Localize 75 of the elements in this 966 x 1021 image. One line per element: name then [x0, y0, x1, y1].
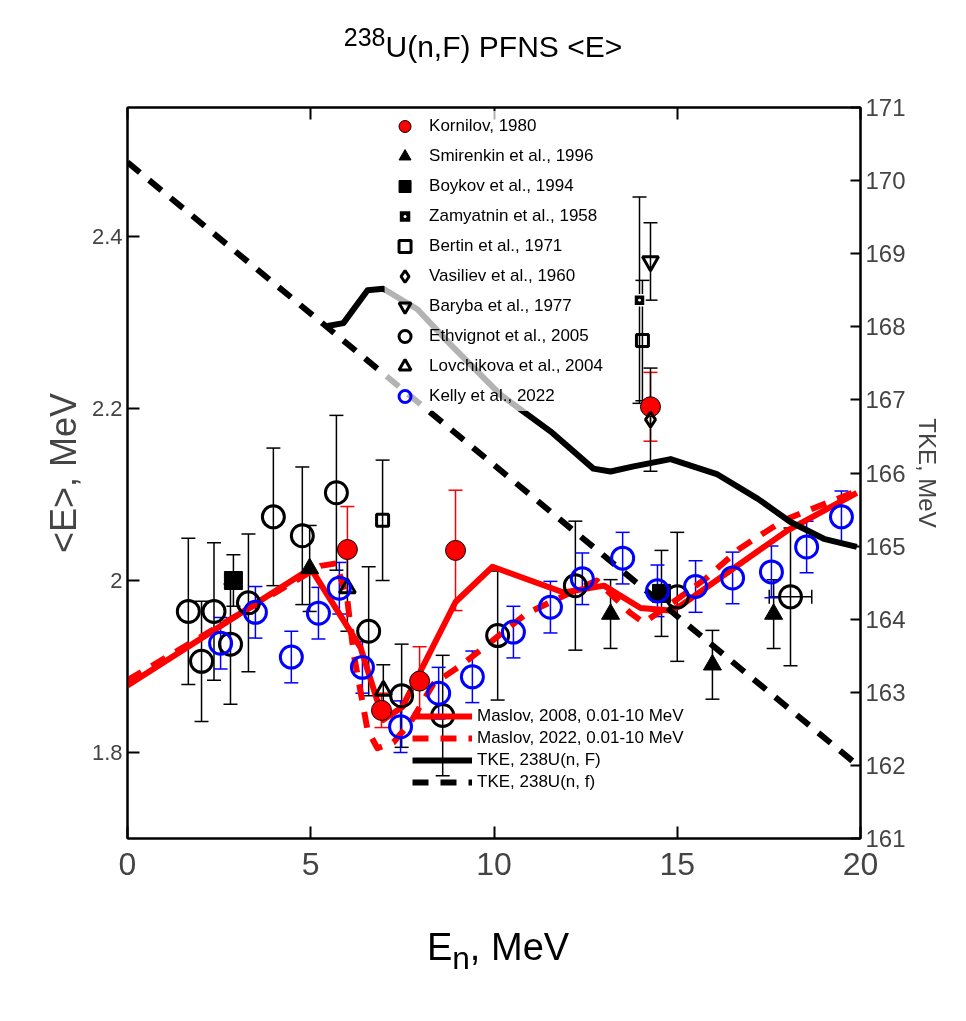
y-tick-label: 1.8	[91, 740, 123, 765]
y2-tick-label: 165	[865, 532, 906, 560]
point	[305, 600, 331, 626]
y2-tick-label: 169	[865, 240, 906, 268]
y2-tick-label: 161	[865, 825, 906, 852]
point	[189, 648, 215, 674]
x-tick-label: 15	[659, 845, 696, 882]
point	[260, 504, 286, 530]
legend-label: Kornilov, 1980	[429, 115, 537, 137]
legend-label: Zamyatnin et al., 1958	[429, 205, 598, 227]
y2-tick-label: 168	[865, 313, 906, 341]
point	[388, 714, 414, 740]
y2-tick-label: 167	[865, 386, 906, 414]
point	[778, 584, 803, 610]
y-tick-label: 2.4	[91, 224, 123, 249]
point	[758, 559, 784, 585]
point	[683, 574, 709, 599]
x-axis-title: E$_{n}$, MeV	[425, 925, 571, 978]
legend-label: Baryba et al., 1977	[429, 295, 572, 317]
point	[828, 504, 854, 530]
y2-tick-label: 162	[865, 751, 906, 779]
legend-label: Maslov, 2008, 0.01-10 MeV	[477, 705, 684, 727]
point	[459, 664, 485, 690]
point	[389, 683, 415, 709]
legend-label: Maslov, 2022, 0.01-10 MeV	[477, 727, 684, 749]
point	[349, 654, 375, 680]
point	[201, 598, 227, 624]
y-axis-title: <E>, MeV	[42, 392, 84, 554]
y2-tick-label: 170	[865, 167, 906, 195]
legend-label: Lovchikova et al., 2004	[429, 355, 603, 377]
point	[633, 293, 646, 307]
point	[175, 598, 201, 624]
x-tick-label: 0	[118, 845, 137, 882]
legend-label: TKE, 238U(n, F)	[477, 749, 601, 771]
y2-tick-label: 163	[865, 678, 906, 706]
y2-tick-label: 171	[865, 94, 906, 121]
legend-label: Boykov et al., 1994	[429, 175, 574, 197]
y-tick-label: 2	[110, 568, 123, 593]
y2-tick-label: 166	[865, 459, 906, 487]
legend-label: Vasiliev et al., 1960	[429, 265, 576, 287]
legend-label: Ethvignot et al., 2005	[429, 325, 589, 347]
x-tick-label: 10	[476, 845, 512, 882]
point	[289, 523, 315, 549]
point	[640, 396, 661, 418]
y2-tick-label: 164	[865, 605, 906, 633]
point	[634, 333, 650, 349]
legend-label: Bertin et al., 1971	[429, 235, 563, 257]
y2-axis-title: TKE, MeV	[913, 418, 941, 528]
point	[537, 594, 563, 620]
point	[426, 680, 452, 706]
point	[336, 539, 358, 561]
point	[242, 599, 268, 625]
y-tick-label: 2.2	[91, 396, 123, 421]
chart-title: $^{238}$U(n,F) PFNS <E>	[342, 22, 624, 65]
point	[409, 670, 431, 692]
point	[323, 480, 349, 506]
point	[356, 618, 382, 644]
point	[610, 545, 636, 571]
point	[445, 539, 467, 561]
legend-label: TKE, 238U(n, f)	[477, 771, 596, 793]
point	[720, 565, 746, 591]
legend-label: Kelly et al., 2022	[429, 385, 555, 407]
point	[278, 644, 304, 670]
point	[370, 699, 392, 721]
point	[644, 578, 670, 604]
x-tick-label: 5	[301, 845, 320, 882]
point	[569, 566, 595, 592]
legend-label: Smirenkin et al., 1996	[429, 145, 594, 167]
point	[208, 630, 234, 656]
point	[326, 575, 352, 601]
point	[794, 534, 820, 560]
point	[223, 571, 243, 590]
point	[500, 619, 526, 645]
point	[485, 623, 511, 649]
point	[375, 512, 391, 528]
